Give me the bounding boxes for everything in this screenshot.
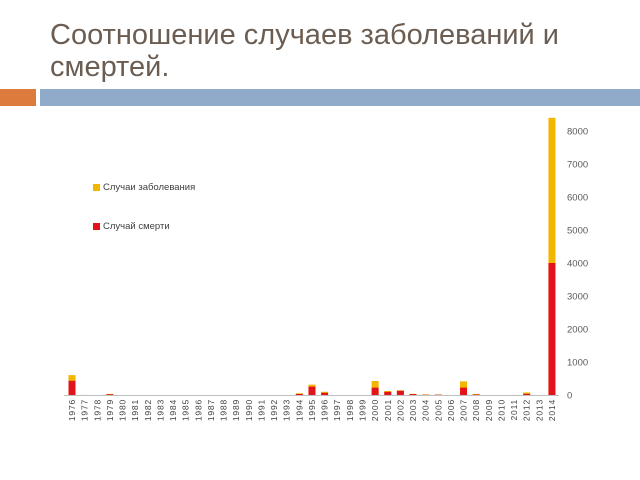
x-tick-label: 1982 (143, 399, 153, 421)
x-tick-label: 2007 (459, 399, 469, 421)
x-tick-label: 1990 (244, 399, 254, 421)
x-tick-label: 2004 (421, 399, 431, 421)
x-tick-label: 1998 (345, 399, 355, 421)
x-tick-label: 1992 (269, 399, 279, 421)
x-tick-label: 1980 (118, 399, 128, 421)
x-tick-label: 1983 (155, 399, 165, 421)
y-tick-label: 2000 (567, 325, 588, 336)
x-tick-label: 1994 (294, 399, 304, 421)
x-tick-label: 1979 (105, 399, 115, 421)
legend-item-cases: Случаи заболевания (93, 182, 195, 193)
legend-label-deaths: Случай смерти (103, 221, 170, 232)
x-tick-label: 1981 (130, 399, 140, 421)
y-tick-label: 4000 (567, 259, 588, 270)
chart-container: 0 1000 2000 3000 4000 5000 6000 7000 8000 1976 197… (0, 110, 640, 440)
x-tick-label: 2012 (522, 399, 532, 421)
y-tick-label: 7000 (567, 160, 588, 171)
y-tick-label: 6000 (567, 193, 588, 204)
legend-swatch-deaths (93, 223, 100, 230)
x-tick-label: 1999 (357, 399, 367, 421)
bar-cases-2004 (422, 394, 430, 395)
y-tick-label: 5000 (567, 226, 588, 237)
bar-deaths-2002 (396, 390, 404, 395)
bar-deaths-1994 (295, 393, 303, 395)
bar-cases-2012 (523, 392, 531, 395)
x-tick-label: 1986 (193, 399, 203, 421)
bar-deaths-1995 (308, 386, 316, 395)
x-tick-label: 2014 (547, 399, 557, 421)
legend-item-deaths: Случай смерти (93, 221, 170, 232)
x-tick-label: 1993 (282, 399, 292, 421)
x-tick-label: 2011 (509, 399, 519, 420)
bar-cases-2014 (548, 117, 556, 396)
x-tick-label: 1977 (80, 399, 90, 421)
x-tick-label: 1987 (206, 399, 216, 421)
bar-deaths-2007 (460, 387, 468, 395)
legend-label-cases: Случаи заболевания (103, 182, 196, 193)
x-tick-label: 1997 (332, 399, 342, 421)
x-tick-label: 1995 (307, 399, 317, 421)
x-tick-label: 2010 (496, 399, 506, 421)
x-tick-label: 2005 (433, 399, 443, 421)
y-tick-label: 1000 (567, 358, 588, 369)
bar-deaths-2000 (371, 387, 379, 395)
x-tick-label: 1988 (219, 399, 229, 421)
accent-bar-blue (40, 89, 640, 106)
legend-swatch-cases (93, 184, 100, 191)
x-tick-label: 1989 (231, 399, 241, 421)
x-tick-label: 1978 (92, 399, 102, 421)
x-tick-label: 2008 (471, 399, 481, 421)
x-tick-label: 1991 (256, 399, 266, 421)
y-tick-label: 3000 (567, 292, 588, 303)
bar-deaths-1996 (321, 392, 329, 395)
bar-deaths-2008 (472, 394, 480, 395)
slide-title: Соотношение случаев заболеваний и смерте… (50, 19, 559, 83)
y-tick-label: 8000 (567, 127, 588, 138)
x-tick-label: 1976 (67, 399, 77, 421)
bar-deaths-2014 (548, 263, 556, 395)
x-tick-label: 2009 (484, 399, 494, 421)
x-tick-label: 2000 (370, 399, 380, 421)
bar-deaths-1979 (106, 394, 114, 395)
x-tick-label: 2006 (446, 399, 456, 421)
x-tick-label: 2001 (383, 399, 393, 421)
x-tick-label: 2013 (534, 399, 544, 421)
x-tick-label: 1984 (168, 399, 178, 421)
x-tick-label: 2003 (408, 399, 418, 421)
x-tick-label: 2002 (395, 399, 405, 421)
x-tick-label: 1985 (181, 399, 191, 421)
bar-deaths-2003 (409, 394, 417, 395)
bar-deaths-1976 (68, 380, 76, 395)
bar-cases-2008 (472, 393, 480, 395)
bar-deaths-2012 (523, 393, 531, 395)
y-tick-label: 0 (567, 391, 572, 402)
x-tick-label: 1996 (320, 399, 330, 421)
accent-bar-orange (0, 89, 36, 106)
bar-deaths-2001 (384, 391, 392, 395)
